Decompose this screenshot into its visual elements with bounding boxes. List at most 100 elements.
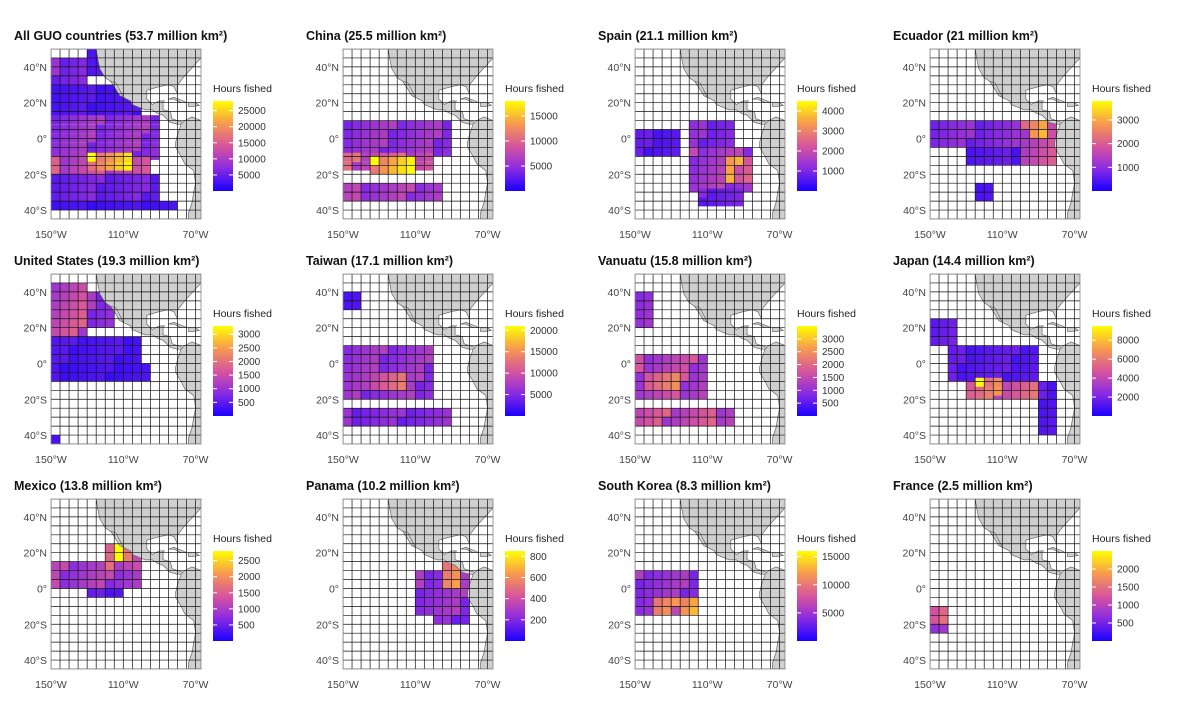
effort-cell: [743, 174, 753, 184]
effort-cell: [671, 129, 681, 139]
y-tick-label: 20°S: [24, 169, 47, 181]
effort-cell: [442, 129, 452, 139]
effort-cell: [51, 66, 60, 76]
effort-cell: [87, 579, 97, 589]
effort-cell: [105, 579, 115, 589]
effort-cell: [635, 138, 644, 148]
y-tick-label: 0°: [621, 583, 631, 595]
effort-cell: [644, 597, 653, 607]
effort-cell: [415, 390, 425, 400]
effort-cell: [361, 372, 371, 382]
effort-cell: [433, 408, 443, 418]
effort-cell: [1047, 399, 1057, 409]
effort-cell: [734, 147, 744, 157]
map-border: [50, 273, 202, 445]
effort-cell: [984, 120, 994, 130]
legend-tick-label: 2500: [238, 556, 261, 567]
effort-cell: [948, 372, 958, 382]
effort-cell: [114, 570, 124, 580]
effort-cell: [78, 201, 88, 210]
effort-cell: [379, 408, 389, 418]
effort-cell: [680, 372, 690, 382]
effort-cell: [69, 579, 79, 589]
x-tick-label: 110°W: [692, 454, 723, 466]
effort-cell: [689, 381, 699, 391]
effort-cell: [379, 381, 389, 391]
map-svg: Ecuador (21 million km²) 40°N 20°N 0° 20°S 40…: [893, 29, 1151, 241]
effort-cell: [442, 579, 452, 589]
effort-cell: [96, 336, 106, 346]
map-border: [634, 48, 786, 220]
x-tick-label: 110°W: [400, 679, 431, 691]
effort-cell: [343, 300, 352, 310]
effort-cell: [1011, 345, 1021, 355]
x-tick-label: 110°W: [400, 454, 431, 466]
effort-cell: [352, 381, 361, 391]
effort-cell: [984, 147, 994, 157]
effort-cell: [388, 363, 398, 373]
effort-cell: [671, 390, 681, 400]
effort-cell: [69, 345, 79, 355]
effort-cell: [653, 372, 663, 382]
map-border: [50, 498, 202, 670]
effort-cell: [725, 417, 735, 427]
effort-cell: [343, 161, 352, 171]
effort-cell: [114, 133, 124, 142]
effort-cell: [114, 543, 124, 553]
effort-cell: [87, 291, 97, 301]
effort-cell: [1020, 372, 1030, 382]
effort-cell: [361, 129, 371, 139]
panel-title: South Korea (8.3 million km²): [598, 479, 771, 493]
effort-cell: [352, 183, 361, 193]
effort-cell: [1011, 147, 1021, 157]
effort-cell: [343, 363, 352, 373]
y-tick-label: 20°S: [24, 619, 47, 631]
legend-tick-label: 1000: [238, 384, 261, 395]
effort-cell: [698, 417, 708, 427]
legend-colorbar: [505, 101, 525, 191]
effort-cell: [132, 570, 142, 580]
legend-title: Hours fished: [505, 308, 564, 320]
effort-cell: [105, 588, 115, 598]
grid-lines: [51, 499, 201, 669]
effort-cell: [105, 183, 115, 193]
effort-cell: [370, 129, 380, 139]
effort-cell: [662, 579, 672, 589]
effort-cell: [1002, 372, 1012, 382]
effort-cell: [689, 408, 699, 418]
effort-cell: [644, 381, 653, 391]
effort-cell: [689, 129, 699, 139]
effort-cell: [716, 156, 726, 166]
effort-cell: [1011, 381, 1021, 391]
y-tick-label: 0°: [621, 358, 631, 370]
effort-cell: [689, 156, 699, 166]
effort-cell: [78, 57, 88, 67]
x-tick-label: 70°W: [767, 229, 793, 241]
effort-cell: [141, 151, 151, 160]
effort-cell: [69, 115, 79, 125]
effort-cell: [680, 597, 690, 607]
effort-cell: [406, 372, 416, 382]
effort-cell: [69, 84, 79, 94]
y-tick-label: 20°N: [903, 323, 926, 335]
effort-cell: [105, 363, 115, 373]
effort-cell: [433, 606, 443, 616]
effort-cell: [1011, 120, 1021, 130]
effort-cell: [1020, 129, 1030, 139]
effort-cell: [433, 183, 443, 193]
effort-cell: [78, 115, 88, 125]
effort-cell: [644, 318, 653, 328]
effort-cell: [1002, 138, 1012, 148]
effort-cell: [433, 579, 443, 589]
effort-cell: [51, 579, 60, 589]
effort-cell: [150, 151, 160, 160]
effort-cell: [433, 597, 443, 607]
legend-colorbar: [797, 326, 817, 416]
y-tick-label: 0°: [329, 583, 339, 595]
effort-cell: [105, 102, 115, 112]
effort-cell: [975, 372, 985, 382]
map-panel: South Korea (8.3 million km²) 40°N 20°N 0° 2…: [590, 474, 890, 714]
x-tick-label: 110°W: [400, 229, 431, 241]
effort-cell: [442, 588, 452, 598]
effort-cell: [388, 147, 398, 157]
